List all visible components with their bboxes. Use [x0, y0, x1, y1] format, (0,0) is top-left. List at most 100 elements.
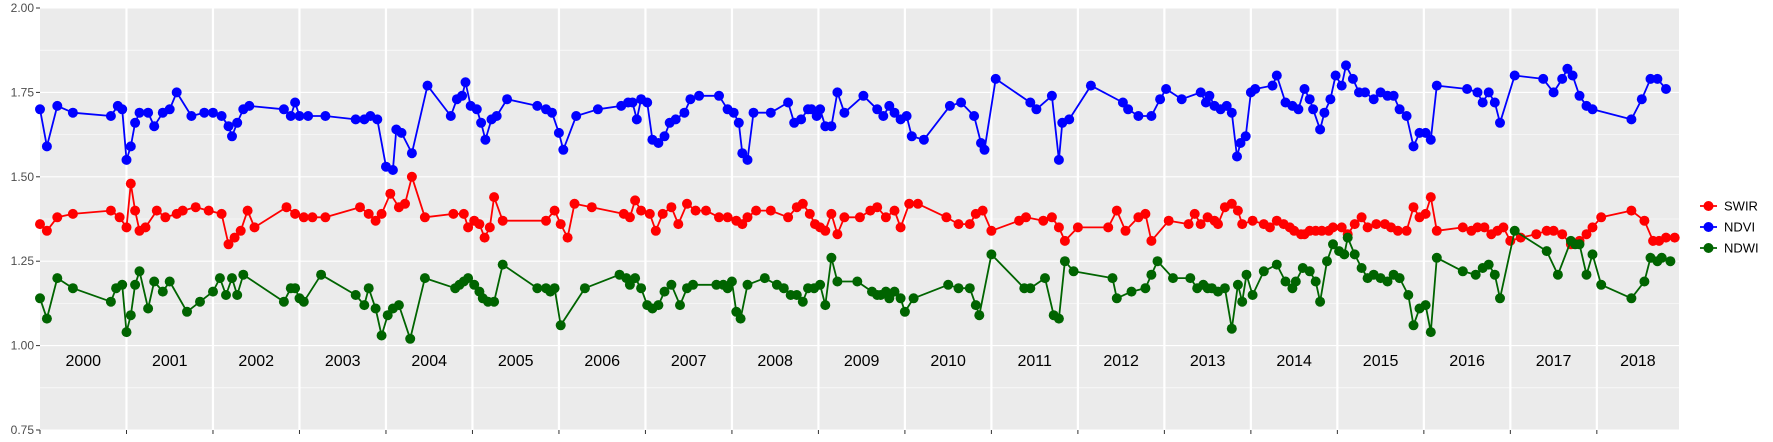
- data-point-ndwi: [143, 303, 154, 314]
- data-point-ndwi: [726, 276, 737, 287]
- data-point-ndwi: [1111, 293, 1122, 304]
- data-point-swir: [298, 212, 309, 223]
- data-point-ndvi: [164, 104, 175, 115]
- data-point-ndvi: [1509, 70, 1520, 81]
- data-point-ndwi: [820, 300, 831, 311]
- data-point-swir: [223, 239, 234, 250]
- data-point-swir: [406, 171, 417, 182]
- data-point-swir: [52, 212, 63, 223]
- data-point-swir: [203, 205, 214, 216]
- data-point-ndwi: [1342, 232, 1353, 243]
- data-point-ndwi: [359, 300, 370, 311]
- data-point-ndvi: [1538, 73, 1549, 84]
- data-point-swir: [1479, 222, 1490, 233]
- data-point-ndwi: [1053, 313, 1064, 324]
- data-point-ndwi: [1626, 293, 1637, 304]
- data-point-ndwi: [1403, 290, 1414, 300]
- data-point-ndwi: [1322, 256, 1332, 267]
- data-point-ndvi: [832, 87, 843, 98]
- data-point-ndvi: [460, 77, 471, 88]
- data-point-swir: [1232, 205, 1243, 216]
- data-point-ndvi: [1341, 60, 1351, 71]
- data-point-swir: [1163, 215, 1174, 226]
- data-point-swir: [722, 212, 733, 223]
- data-point-ndvi: [944, 100, 955, 111]
- data-point-ndvi: [1146, 111, 1157, 121]
- data-point-ndwi: [489, 296, 500, 307]
- data-point-ndwi: [899, 306, 910, 317]
- data-point-ndwi: [675, 300, 685, 311]
- data-point-swir: [363, 208, 374, 219]
- series-ndwi: [35, 225, 1676, 344]
- data-point-ndvi: [1652, 73, 1663, 84]
- data-point-ndvi: [1495, 117, 1505, 128]
- data-point-ndwi: [469, 279, 480, 290]
- data-point-ndwi: [1107, 273, 1118, 284]
- data-point-ndwi: [1310, 276, 1321, 287]
- data-point-ndwi: [852, 276, 863, 287]
- data-point-ndwi: [370, 303, 381, 314]
- data-point-ndvi: [1293, 104, 1304, 115]
- data-point-ndwi: [67, 283, 78, 294]
- data-point-ndvi: [694, 90, 705, 101]
- legend-key-point: [1703, 243, 1714, 253]
- y-axis: 0.75 1.00 1.25 1.50 1.75 2.00: [11, 1, 40, 437]
- data-point-ndwi: [463, 273, 474, 284]
- data-point-ndwi: [405, 333, 416, 344]
- year-label: 2015: [1363, 353, 1399, 370]
- data-point-swir: [370, 215, 381, 226]
- data-point-ndvi: [285, 111, 296, 121]
- data-point-ndwi: [1656, 252, 1667, 263]
- data-point-ndvi: [41, 141, 52, 152]
- data-point-ndwi: [1328, 239, 1338, 250]
- data-point-ndvi: [728, 107, 739, 118]
- data-point-swir: [586, 202, 597, 213]
- data-point-ndwi: [549, 283, 560, 294]
- data-point-swir: [714, 212, 724, 223]
- data-point-swir: [562, 232, 573, 243]
- legend-key-point: [1703, 222, 1714, 232]
- data-point-ndwi: [157, 286, 168, 297]
- data-point-ndvi: [350, 114, 361, 125]
- data-point-swir: [1531, 229, 1542, 240]
- data-point-ndwi: [125, 310, 136, 321]
- data-point-ndvi: [553, 127, 564, 138]
- data-point-swir: [986, 225, 997, 236]
- data-point-ndwi: [974, 310, 985, 321]
- data-point-ndwi: [532, 283, 543, 294]
- data-point-ndwi: [182, 306, 192, 317]
- data-point-ndwi: [1258, 266, 1269, 277]
- data-point-ndwi: [121, 327, 132, 338]
- data-point-swir: [1431, 225, 1442, 236]
- data-point-ndvi: [765, 107, 776, 118]
- data-point-swir: [121, 222, 132, 233]
- data-point-swir: [479, 232, 490, 243]
- data-point-ndwi: [832, 276, 843, 287]
- data-point-swir: [474, 219, 485, 230]
- data-point-swir: [797, 198, 808, 209]
- data-point-ndvi: [1587, 104, 1598, 115]
- data-point-ndvi: [592, 104, 603, 115]
- data-point-swir: [177, 205, 188, 216]
- data-point-swir: [1371, 219, 1382, 230]
- data-point-swir: [448, 208, 459, 219]
- series-ndvi: [35, 60, 1671, 175]
- data-point-ndwi: [1457, 266, 1468, 277]
- data-point-swir: [624, 212, 635, 223]
- data-point-swir: [355, 202, 365, 213]
- data-point-ndwi: [227, 273, 237, 284]
- data-point-ndvi: [1250, 84, 1261, 94]
- data-point-swir: [644, 208, 655, 219]
- data-point-ndwi: [964, 283, 975, 294]
- data-point-swir: [880, 212, 891, 223]
- data-point-swir: [1420, 208, 1431, 219]
- data-point-ndwi: [1509, 225, 1520, 236]
- data-point-ndvi: [208, 107, 218, 118]
- data-point-ndvi: [1161, 84, 1172, 94]
- data-point-ndvi: [742, 154, 753, 165]
- data-point-ndvi: [199, 107, 210, 118]
- data-point-ndvi: [303, 111, 314, 121]
- data-point-ndwi: [1040, 273, 1050, 284]
- data-point-swir: [307, 212, 318, 223]
